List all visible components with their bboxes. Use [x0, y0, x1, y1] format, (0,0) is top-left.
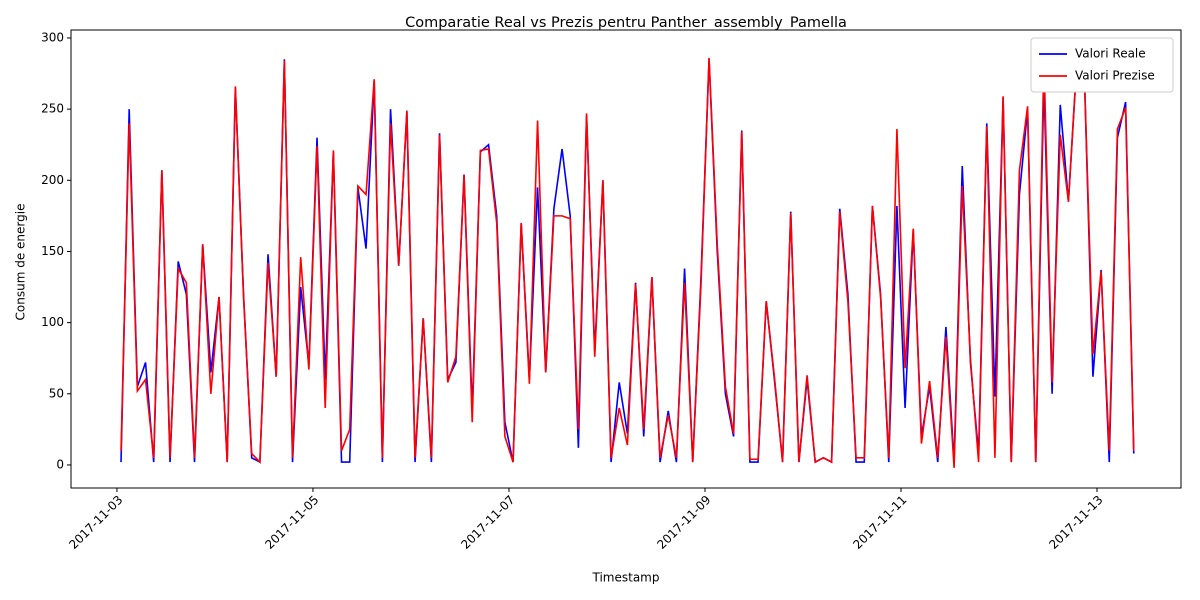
- series-line: [120, 57, 1135, 468]
- legend-label: Valori Reale: [1075, 47, 1146, 61]
- y-tick-label: 100: [41, 315, 64, 329]
- y-tick-label: 250: [41, 102, 64, 116]
- y-tick-label: 150: [41, 244, 64, 258]
- y-tick-label: 0: [56, 457, 64, 471]
- y-tick-label: 50: [49, 386, 64, 400]
- legend-box: [1030, 37, 1174, 93]
- x-axis-label: Timestamp: [592, 571, 660, 585]
- plot-lines: [120, 57, 1135, 468]
- plot-frame: [70, 29, 1182, 489]
- legend-label: Valori Prezise: [1075, 69, 1155, 83]
- y-axis-label: Consum de energie: [14, 204, 28, 321]
- y-tick-label: 200: [41, 173, 64, 187]
- chart-title: Comparatie Real vs Prezis pentru Panther…: [405, 15, 847, 31]
- y-tick-label: 300: [41, 30, 64, 44]
